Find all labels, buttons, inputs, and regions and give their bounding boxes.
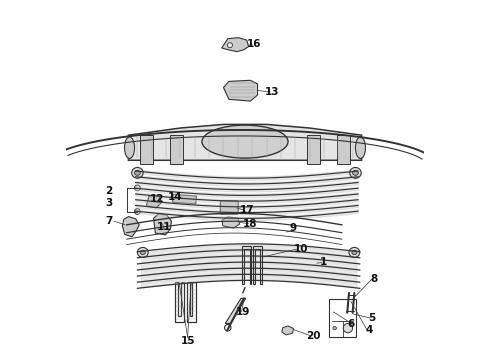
Polygon shape: [223, 80, 258, 101]
Text: 17: 17: [240, 206, 254, 216]
Polygon shape: [122, 217, 139, 237]
Text: 16: 16: [247, 40, 261, 49]
Circle shape: [135, 209, 140, 215]
Ellipse shape: [135, 170, 140, 175]
Ellipse shape: [137, 247, 148, 257]
Text: 10: 10: [294, 244, 308, 254]
Ellipse shape: [124, 137, 135, 158]
Circle shape: [343, 323, 353, 333]
Circle shape: [135, 185, 140, 191]
Text: 13: 13: [265, 87, 279, 97]
Polygon shape: [153, 213, 172, 235]
Text: 3: 3: [105, 198, 112, 208]
Polygon shape: [222, 217, 240, 228]
Text: 11: 11: [157, 222, 171, 232]
Polygon shape: [242, 246, 251, 284]
Polygon shape: [221, 38, 248, 51]
Bar: [172, 194, 196, 204]
Text: 9: 9: [290, 224, 297, 233]
Text: 12: 12: [150, 194, 164, 204]
Text: 4: 4: [365, 325, 372, 335]
FancyBboxPatch shape: [220, 201, 238, 215]
Ellipse shape: [132, 167, 143, 178]
Ellipse shape: [202, 125, 288, 158]
Polygon shape: [128, 125, 362, 160]
Text: 2: 2: [105, 186, 112, 196]
Circle shape: [227, 42, 232, 48]
Text: 6: 6: [347, 319, 354, 329]
Text: 5: 5: [368, 313, 376, 323]
Bar: [171, 135, 183, 164]
Text: 1: 1: [320, 257, 327, 267]
Text: 18: 18: [243, 219, 258, 229]
Bar: [140, 135, 153, 164]
Ellipse shape: [353, 170, 358, 175]
Text: 15: 15: [180, 336, 195, 346]
Bar: [337, 135, 350, 164]
Polygon shape: [147, 195, 162, 208]
Polygon shape: [225, 298, 245, 323]
Text: 19: 19: [236, 307, 250, 317]
Polygon shape: [253, 246, 262, 284]
Circle shape: [333, 326, 337, 330]
Text: 7: 7: [105, 216, 112, 226]
Ellipse shape: [352, 250, 357, 255]
Ellipse shape: [349, 247, 360, 257]
Ellipse shape: [140, 250, 146, 255]
Bar: [307, 135, 319, 164]
Text: 8: 8: [370, 274, 378, 284]
Text: 20: 20: [306, 331, 320, 341]
Ellipse shape: [350, 167, 361, 178]
Ellipse shape: [355, 137, 366, 158]
Polygon shape: [282, 326, 294, 335]
Bar: [329, 300, 356, 337]
Text: 14: 14: [168, 192, 182, 202]
